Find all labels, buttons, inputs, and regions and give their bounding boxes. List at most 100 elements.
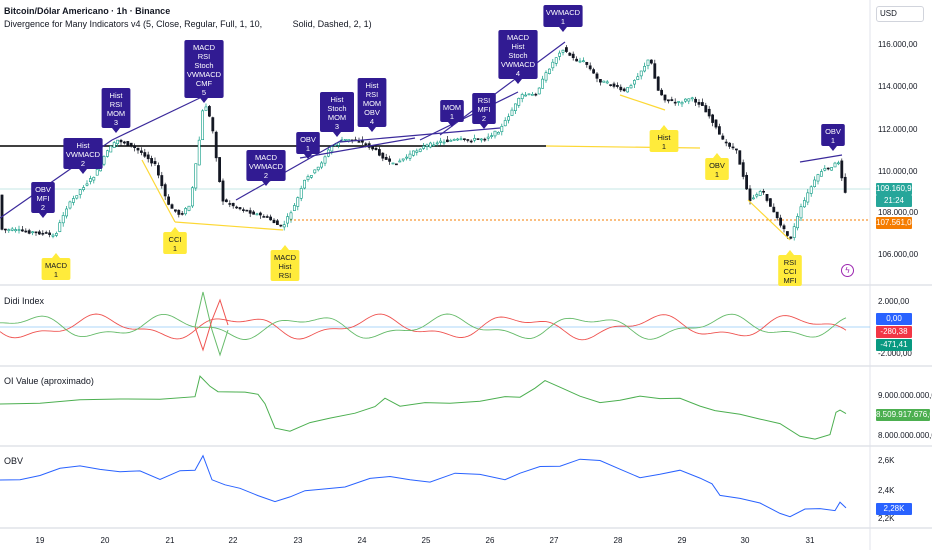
bullish-label-text: 1 bbox=[173, 244, 177, 253]
candle-body bbox=[799, 206, 803, 219]
candle-body bbox=[758, 191, 762, 196]
time-axis-label: 19 bbox=[35, 536, 45, 545]
candle-body bbox=[415, 150, 419, 153]
candle-body bbox=[646, 59, 650, 67]
obv-label[interactable]: OBV bbox=[4, 456, 24, 466]
bearish-label-text: Stoch bbox=[194, 61, 213, 70]
candle-body bbox=[833, 162, 837, 168]
bearish-label-box bbox=[31, 182, 55, 213]
candle-body bbox=[272, 219, 276, 224]
candle-body bbox=[289, 212, 293, 220]
price-axis-label: 112.000,00 bbox=[878, 125, 918, 134]
indicator-legend-tail: Solid, Dashed, 2, 1) bbox=[292, 19, 372, 29]
obv-axis-label: 2,6K bbox=[878, 456, 895, 465]
candle-body bbox=[221, 180, 225, 202]
candle-body bbox=[174, 209, 177, 212]
candle-body bbox=[530, 94, 534, 96]
candle-body bbox=[442, 141, 446, 144]
candle-body bbox=[292, 205, 296, 211]
bearish-label-box bbox=[472, 93, 496, 124]
bearish-label-text: Stoch bbox=[327, 104, 346, 113]
candle-body bbox=[384, 156, 388, 160]
candle-body bbox=[768, 198, 772, 207]
candle-body bbox=[214, 131, 218, 159]
symbol-title[interactable]: Bitcoin/Dólar Americano · 1h · Binance bbox=[4, 6, 171, 16]
didi-zero-tag: 0,00 bbox=[876, 313, 912, 325]
candle-body bbox=[225, 199, 228, 203]
candle-body bbox=[313, 169, 317, 174]
candle-body bbox=[129, 142, 133, 146]
bullish-label-pointer bbox=[171, 227, 179, 232]
didi-index-label[interactable]: Didi Index bbox=[4, 296, 45, 306]
candle-body bbox=[4, 228, 7, 231]
didi-green-line bbox=[0, 313, 847, 340]
bearish-label-box bbox=[821, 124, 845, 146]
bullish-label-text: OBV bbox=[709, 161, 725, 170]
bullish-label-text: MFI bbox=[784, 276, 797, 285]
candle-body bbox=[578, 60, 582, 63]
bearish-label-box bbox=[357, 78, 387, 127]
time-axis-label: 31 bbox=[805, 536, 815, 545]
price-candles bbox=[0, 45, 847, 241]
candle-body bbox=[374, 147, 378, 150]
bearish-label-text: MACD bbox=[255, 153, 278, 162]
candle-body bbox=[143, 152, 147, 157]
candle-body bbox=[163, 184, 167, 197]
countdown-tag: 21:24 bbox=[876, 195, 912, 207]
indicator-legend[interactable]: Divergence for Many Indicators v4 (5, Cl… bbox=[4, 19, 372, 29]
oi-value-label[interactable]: OI Value (aproximado) bbox=[4, 376, 94, 386]
candle-body bbox=[748, 188, 752, 202]
didi-red-spike bbox=[194, 298, 229, 352]
bearish-label-text: VWMACD bbox=[187, 70, 222, 79]
candle-body bbox=[445, 139, 449, 143]
candle-body bbox=[197, 139, 201, 166]
candle-body bbox=[20, 229, 24, 232]
candle-body bbox=[493, 130, 497, 137]
candle-body bbox=[796, 216, 800, 229]
candle-body bbox=[95, 169, 99, 176]
candle-body bbox=[816, 174, 820, 182]
didi-index-lines bbox=[0, 291, 847, 357]
bullish-divergence-line bbox=[141, 159, 176, 223]
bearish-label-box bbox=[246, 150, 286, 181]
candle-body bbox=[751, 197, 755, 200]
candle-body bbox=[228, 203, 232, 205]
obv-value-tag: 2,28K bbox=[876, 503, 912, 515]
candle-body bbox=[813, 179, 817, 187]
candle-body bbox=[136, 147, 140, 151]
candle-body bbox=[782, 225, 786, 230]
candle-body bbox=[660, 89, 664, 96]
candle-body bbox=[68, 201, 72, 209]
candle-body bbox=[14, 229, 18, 232]
candle-body bbox=[89, 178, 92, 182]
time-axis-label: 30 bbox=[740, 536, 750, 545]
obv-axis-label: 2,2K bbox=[878, 514, 895, 523]
candle-body bbox=[581, 60, 585, 63]
candle-body bbox=[819, 171, 823, 177]
candle-body bbox=[231, 202, 235, 207]
bearish-label-box bbox=[296, 132, 320, 154]
bearish-label-text: 2 bbox=[482, 114, 486, 123]
candle-body bbox=[92, 177, 96, 181]
candle-body bbox=[391, 162, 395, 165]
candle-body bbox=[775, 211, 779, 219]
oi-axis-label: 9.000.000.000,00 bbox=[878, 391, 932, 400]
didi-axis-label: -2.000,00 bbox=[878, 349, 912, 358]
oi-value-path bbox=[0, 375, 847, 440]
bullish-label-box bbox=[778, 255, 802, 286]
level-price-tag: 107.561,04 bbox=[876, 217, 917, 229]
bullish-label-box bbox=[41, 258, 71, 280]
candle-body bbox=[449, 140, 453, 142]
candle-body bbox=[54, 233, 58, 236]
lightning-alert-icon[interactable]: ϟ bbox=[841, 264, 854, 277]
candle-body bbox=[364, 143, 368, 145]
bullish-label-box bbox=[649, 130, 679, 152]
candle-body bbox=[561, 49, 565, 53]
didi-axis-label: 2.000,00 bbox=[878, 297, 910, 306]
time-axis-label: 25 bbox=[421, 536, 431, 545]
currency-button[interactable]: USD bbox=[876, 6, 924, 22]
bullish-label-text: MACD bbox=[45, 261, 68, 270]
candle-body bbox=[401, 158, 405, 161]
